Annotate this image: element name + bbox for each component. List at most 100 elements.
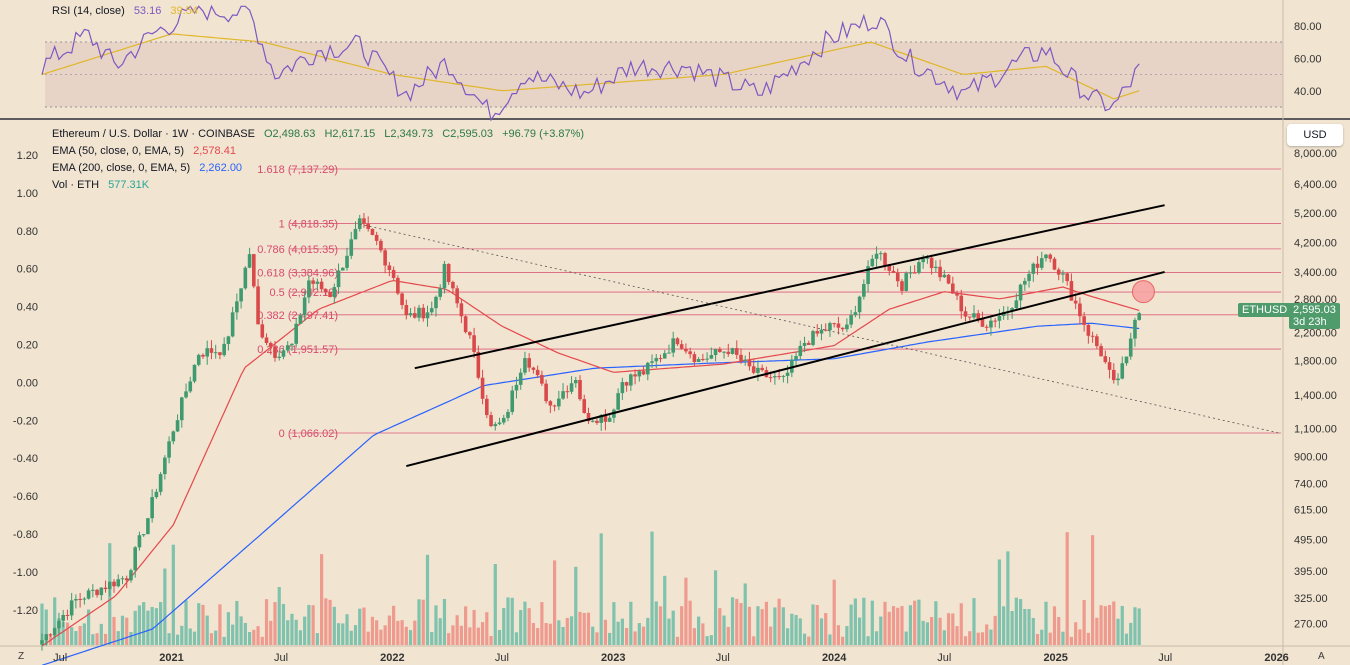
volume-bar	[985, 624, 989, 645]
volume-bar	[349, 630, 353, 645]
candle-body	[1086, 324, 1091, 336]
volume-bar	[633, 631, 637, 645]
volume-bar	[625, 627, 629, 645]
volume-bar	[713, 570, 718, 645]
volume-legend[interactable]: Vol · ETH 577.31K	[52, 179, 155, 191]
volume-bar	[103, 633, 108, 645]
volume-bar	[451, 625, 455, 645]
candle-body	[823, 329, 828, 331]
volume-bar	[256, 626, 260, 645]
volume-bar	[697, 616, 701, 645]
candle-body	[806, 342, 811, 345]
volume-bar	[226, 612, 230, 645]
volume-bar	[358, 608, 362, 645]
candle-body	[684, 348, 688, 352]
candle-body	[819, 329, 824, 334]
symbol-title[interactable]: Ethereum / U.S. Dollar · 1W · COINBASE	[52, 128, 255, 140]
candle-body	[730, 348, 735, 354]
volume-bar	[442, 598, 447, 645]
time-axis-label: 2025	[1043, 652, 1067, 664]
candle-body	[794, 356, 798, 360]
ema50-legend[interactable]: EMA (50, close, 0, EMA, 5) 2,578.41	[52, 145, 242, 157]
candle-body	[510, 390, 515, 412]
candle-body	[146, 518, 150, 535]
candle-body	[1039, 258, 1044, 268]
fib-level-label: 1.618 (7,137.29)	[257, 164, 338, 176]
volume-bar	[870, 600, 874, 645]
auto-scale-button[interactable]: A	[1318, 651, 1325, 662]
price-axis-label: 1,100.00	[1294, 424, 1337, 436]
volume-bar	[658, 606, 663, 645]
candle-body	[569, 383, 574, 392]
candle-body	[548, 401, 553, 406]
volume-bar	[845, 626, 849, 645]
candle-body	[192, 364, 197, 382]
volume-bar	[769, 626, 773, 645]
candle-body	[599, 415, 603, 423]
volume-bar	[908, 605, 913, 645]
volume-bar	[294, 619, 298, 645]
volume-bar	[1006, 551, 1010, 645]
candle-body	[650, 361, 654, 363]
candle-body	[633, 374, 637, 377]
volume-bar	[997, 559, 1002, 645]
volume-bar	[281, 603, 286, 645]
volume-bar	[959, 603, 963, 645]
volume-bar	[946, 613, 951, 645]
volume-bar	[480, 622, 485, 645]
volume-bar	[650, 531, 654, 645]
volume-bar	[61, 621, 65, 645]
ohlc-close: C2,595.03	[442, 128, 494, 140]
candle-body	[506, 411, 510, 418]
candle-body	[340, 267, 345, 271]
volume-bar	[311, 605, 315, 645]
price-axis-label: 6,400.00	[1294, 179, 1337, 191]
volume-bar	[447, 633, 451, 645]
volume-bar	[387, 615, 391, 645]
fib-level-label: 0.786 (4,015.35)	[257, 244, 338, 256]
volume-bar	[74, 631, 78, 645]
candle-body	[853, 312, 858, 316]
volume-bar	[557, 620, 561, 645]
volume-bar	[345, 614, 349, 645]
volume-bar	[1010, 611, 1014, 645]
volume-bar	[455, 615, 459, 645]
volume-bar	[421, 599, 425, 645]
volume-bar	[214, 630, 218, 645]
volume-bar	[667, 618, 671, 645]
candle-body	[523, 358, 527, 373]
candle-body	[404, 305, 409, 316]
candle-body	[883, 253, 887, 266]
volume-bar	[70, 627, 74, 645]
volume-bar	[264, 599, 269, 645]
zoom-button[interactable]: Z	[18, 651, 24, 662]
auto-scale-label: A	[1318, 651, 1325, 662]
volume-bar	[976, 632, 980, 645]
volume-bar	[603, 619, 608, 645]
volume-bar	[591, 626, 595, 645]
volume-bar	[519, 610, 523, 645]
candle-body	[446, 263, 451, 282]
volume-bar	[260, 636, 264, 645]
candle-body	[357, 218, 362, 229]
volume-bar	[980, 632, 985, 645]
volume-value: 577.31K	[108, 179, 150, 191]
candle-body	[811, 331, 815, 345]
candle-body	[285, 345, 290, 351]
volume-bar	[290, 613, 294, 645]
candle-body	[535, 369, 540, 376]
last-price-tag: 2,595.03 3d 23h	[1289, 303, 1340, 329]
volume-bar	[578, 611, 582, 645]
candle-body	[1124, 356, 1129, 364]
candle-body	[1116, 378, 1120, 381]
volume-bar	[175, 634, 180, 645]
candle-body	[429, 308, 434, 313]
volume-bar	[540, 602, 544, 645]
candle-body	[773, 376, 777, 378]
ema200-legend[interactable]: EMA (200, close, 0, EMA, 5) 2,262.00	[52, 162, 248, 174]
time-axis-label: Jul	[53, 652, 67, 664]
candle-body	[942, 274, 947, 278]
currency-button[interactable]: USD	[1287, 124, 1343, 146]
candle-body	[239, 288, 243, 302]
